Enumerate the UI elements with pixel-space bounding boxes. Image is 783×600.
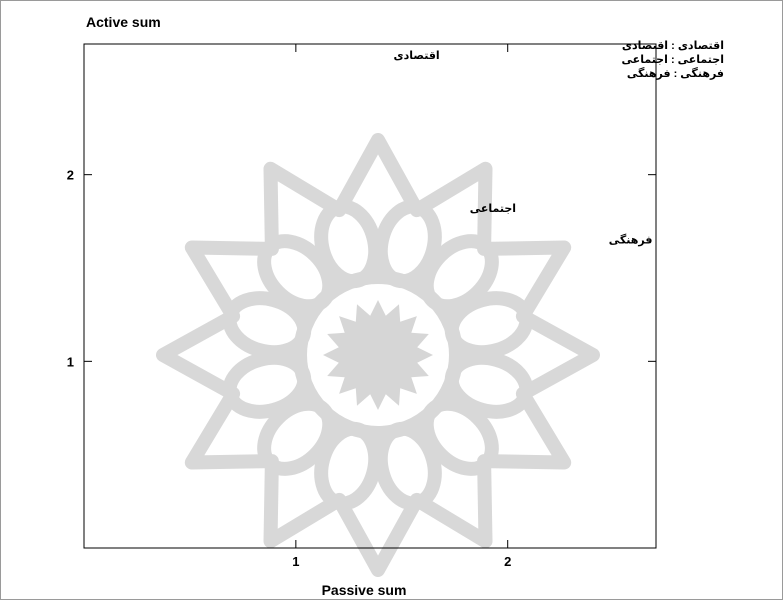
x-tick-label: 2 xyxy=(504,554,511,569)
legend-entry: فرهنگی : فرهنگی xyxy=(627,67,724,80)
rosette-center xyxy=(323,300,433,410)
rosette-ring xyxy=(293,270,463,440)
data-point-label: اقتصادی xyxy=(394,50,440,62)
y-tick-label: 2 xyxy=(67,168,74,183)
legend-entry: اجتماعی : اجتماعی xyxy=(622,54,724,66)
y-axis-title: Active sum xyxy=(86,14,161,30)
data-point-label: اجتماعی xyxy=(470,203,516,215)
plot-area xyxy=(83,43,657,549)
data-point-labels: اقتصادی اجتماعی فرهنگی xyxy=(394,50,653,247)
data-point-label: فرهنگی xyxy=(609,234,653,247)
rosette-outer-star xyxy=(156,133,600,577)
legend: اقتصادی : اقتصادی اجتماعی : اجتماعیفرهنگی… xyxy=(622,40,724,80)
legend-entry: اقتصادی : اقتصادی xyxy=(622,40,724,52)
rosette-watermark xyxy=(156,133,600,577)
tick-labels: 1 2 1 2 xyxy=(67,168,512,569)
x-axis-title: Passive sum xyxy=(322,582,407,598)
x-tick-label: 1 xyxy=(292,554,299,569)
y-tick-label: 1 xyxy=(67,354,74,369)
axis-ticks xyxy=(84,44,656,548)
